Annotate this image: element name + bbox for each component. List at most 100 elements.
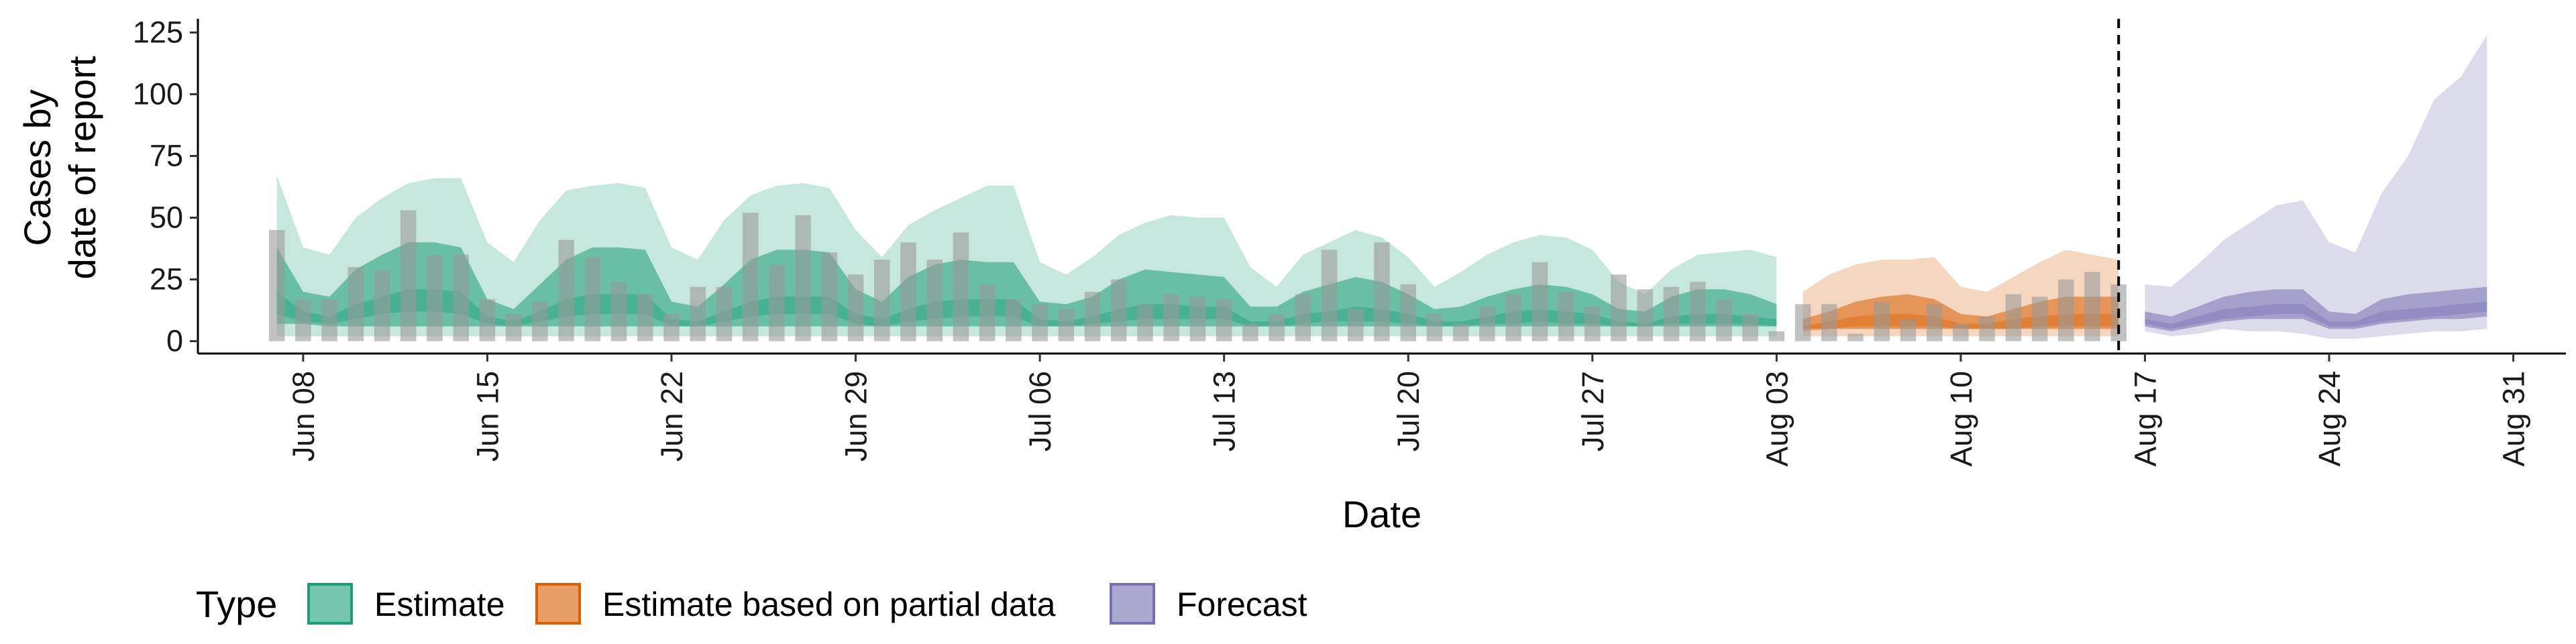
case-bar xyxy=(795,215,811,341)
x-tick-label: Aug 24 xyxy=(2312,371,2347,467)
case-bar xyxy=(1532,262,1548,341)
case-bar xyxy=(1163,294,1179,341)
case-bar xyxy=(1689,282,1706,341)
case-bar xyxy=(532,301,548,341)
case-bar xyxy=(1189,297,1206,341)
case-bar xyxy=(1452,323,1469,341)
case-bar xyxy=(479,299,496,341)
forecast-ribbon-90 xyxy=(2145,35,2487,339)
case-bar xyxy=(1400,284,1416,341)
y-tick-label: 125 xyxy=(133,15,183,49)
case-bar xyxy=(427,254,443,341)
case-bar xyxy=(1058,309,1075,341)
case-bar xyxy=(1716,299,1732,341)
case-bar xyxy=(1611,274,1627,341)
legend-key-forecast xyxy=(1110,583,1155,625)
case-bar xyxy=(1479,307,1495,341)
case-bar xyxy=(1032,304,1048,341)
forecast-ribbon-20 xyxy=(2145,301,2487,329)
case-bar xyxy=(926,260,943,341)
case-bar xyxy=(900,242,916,341)
case-bar xyxy=(1348,309,1364,341)
case-bar xyxy=(1663,286,1680,341)
y-tick-label: 50 xyxy=(150,201,183,235)
case-bar xyxy=(1585,307,1601,341)
case-bar xyxy=(821,252,838,341)
case-bar xyxy=(400,210,417,341)
case-bar xyxy=(2031,297,2048,341)
case-bar xyxy=(584,257,601,341)
legend: Type Estimate Estimate based on partial … xyxy=(196,583,1307,625)
x-tick-label: Aug 17 xyxy=(2128,371,2162,467)
case-bar xyxy=(1137,304,1153,341)
x-tick-label: Jun 15 xyxy=(470,371,504,462)
y-tick-label: 25 xyxy=(150,262,183,297)
case-bar xyxy=(874,260,890,341)
case-bar xyxy=(453,254,469,341)
case-bar xyxy=(637,294,653,341)
case-bar xyxy=(1242,323,1258,341)
case-bar xyxy=(505,314,522,341)
case-bar xyxy=(847,274,864,341)
case-bar xyxy=(558,239,574,341)
x-tick-label: Aug 31 xyxy=(2497,371,2531,467)
x-tick-label: Aug 03 xyxy=(1760,371,1794,467)
case-bar xyxy=(1321,250,1338,341)
axes: 0 25 50 75 100 125 Jun 08 Jun 15 Jun 22 Jun 29 Jul… xyxy=(133,15,2566,467)
case-bar xyxy=(1426,314,1443,341)
case-bar xyxy=(374,269,390,341)
case-bar xyxy=(1742,314,1758,341)
case-bar xyxy=(347,267,364,341)
case-bar xyxy=(321,299,337,341)
case-bar xyxy=(742,213,759,341)
y-axis-title-line-2: date of report xyxy=(61,56,103,280)
x-tick-label: Jul 27 xyxy=(1576,371,1610,451)
x-tick-label: Jul 06 xyxy=(1023,371,1057,451)
y-axis-title-line-1: Cases by xyxy=(16,89,58,246)
x-tick-label: Jul 20 xyxy=(1391,371,1426,451)
y-tick-label: 75 xyxy=(150,138,183,172)
case-bar xyxy=(1979,316,1995,341)
case-bar xyxy=(1006,299,1022,341)
x-tick-label: Jun 08 xyxy=(286,371,321,462)
case-bar xyxy=(295,299,311,341)
case-bar xyxy=(1216,299,1232,341)
case-bar xyxy=(716,286,733,341)
case-bar xyxy=(1847,333,1864,341)
case-bar xyxy=(1874,301,1890,341)
case-bar xyxy=(1111,279,1127,341)
plot-area xyxy=(268,19,2487,354)
y-tick-label: 0 xyxy=(166,324,183,358)
case-bar xyxy=(1953,323,1969,341)
x-tick-label: Aug 10 xyxy=(1944,371,1978,467)
legend-key-partial xyxy=(535,583,581,625)
case-bar xyxy=(663,314,680,341)
case-bar xyxy=(1269,314,1285,341)
case-bar xyxy=(610,282,627,341)
case-bar xyxy=(2058,279,2074,341)
y-tick-label: 100 xyxy=(133,76,183,111)
case-bar xyxy=(1374,242,1390,341)
case-bar xyxy=(2005,294,2022,341)
case-bar xyxy=(1295,294,1311,341)
x-axis-title: Date xyxy=(1342,493,1421,535)
x-tick-label: Jun 22 xyxy=(655,371,689,462)
case-bar xyxy=(1505,294,1521,341)
legend-label-estimate: Estimate xyxy=(374,586,505,623)
case-bar xyxy=(2084,272,2100,341)
x-tick-label: Jul 13 xyxy=(1208,371,1242,451)
forecast-ribbon-50 xyxy=(2145,286,2487,331)
case-bar xyxy=(769,264,785,341)
case-bar xyxy=(1821,304,1837,341)
case-bar xyxy=(1768,331,1785,341)
case-bar xyxy=(1900,319,1917,341)
case-bar xyxy=(1558,292,1574,341)
legend-title: Type xyxy=(196,583,277,625)
case-bar xyxy=(1084,292,1101,341)
legend-key-estimate xyxy=(307,583,353,625)
x-tick-label: Jun 29 xyxy=(839,371,873,462)
case-bar xyxy=(1926,304,1943,341)
case-bar xyxy=(690,286,706,341)
case-bar xyxy=(1637,289,1653,341)
